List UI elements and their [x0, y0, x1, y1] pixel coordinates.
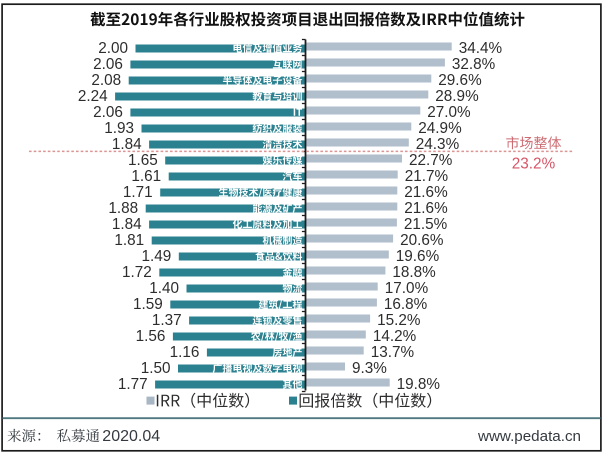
svg-text:1.84: 1.84: [112, 216, 142, 233]
svg-text:15.2%: 15.2%: [377, 312, 421, 329]
svg-text:16.8%: 16.8%: [384, 296, 428, 313]
svg-text:1.65: 1.65: [128, 152, 158, 169]
svg-text:32.8%: 32.8%: [452, 56, 496, 73]
svg-text:1.93: 1.93: [104, 120, 134, 137]
svg-text:13.7%: 13.7%: [371, 344, 415, 361]
svg-text:1.72: 1.72: [122, 264, 152, 281]
svg-text:2020.04: 2020.04: [102, 428, 160, 445]
svg-text:17.0%: 17.0%: [385, 280, 429, 297]
svg-text:1.16: 1.16: [170, 344, 200, 361]
svg-text:19.8%: 19.8%: [397, 376, 441, 393]
svg-text:1.59: 1.59: [133, 296, 163, 313]
svg-text:20.6%: 20.6%: [400, 232, 444, 249]
svg-text:24.9%: 24.9%: [418, 120, 462, 137]
svg-text:1.71: 1.71: [123, 184, 153, 201]
svg-text:1.50: 1.50: [141, 360, 171, 377]
svg-text:1.56: 1.56: [136, 328, 166, 345]
svg-text:1.77: 1.77: [118, 376, 148, 393]
svg-text:2.24: 2.24: [78, 88, 108, 105]
svg-text:29.6%: 29.6%: [438, 72, 482, 89]
svg-text:21.6%: 21.6%: [404, 200, 448, 217]
svg-text:1.61: 1.61: [131, 168, 161, 185]
svg-text:21.7%: 21.7%: [405, 168, 449, 185]
svg-text:1.81: 1.81: [114, 232, 144, 249]
svg-text:21.5%: 21.5%: [404, 216, 448, 233]
svg-text:2.08: 2.08: [91, 72, 121, 89]
svg-text:1.49: 1.49: [142, 248, 172, 265]
svg-text:21.6%: 21.6%: [404, 184, 448, 201]
svg-text:1.40: 1.40: [149, 280, 179, 297]
svg-text:14.2%: 14.2%: [373, 328, 417, 345]
svg-text:28.9%: 28.9%: [435, 88, 479, 105]
svg-text:22.7%: 22.7%: [409, 152, 453, 169]
svg-text:24.3%: 24.3%: [416, 136, 460, 153]
svg-text:1.88: 1.88: [108, 200, 138, 217]
svg-text:1.37: 1.37: [152, 312, 182, 329]
svg-text:27.0%: 27.0%: [427, 104, 471, 121]
svg-text:23.2%: 23.2%: [512, 155, 556, 172]
svg-text:34.4%: 34.4%: [459, 40, 503, 57]
svg-text:19.6%: 19.6%: [396, 248, 440, 265]
svg-text:9.3%: 9.3%: [352, 360, 387, 377]
svg-text:1.84: 1.84: [112, 136, 142, 153]
svg-text:2.06: 2.06: [93, 104, 123, 121]
svg-text:www.pedata.cn: www.pedata.cn: [477, 428, 581, 445]
svg-text:2.00: 2.00: [98, 40, 128, 57]
svg-text:2.06: 2.06: [93, 56, 123, 73]
svg-text:18.8%: 18.8%: [392, 264, 436, 281]
